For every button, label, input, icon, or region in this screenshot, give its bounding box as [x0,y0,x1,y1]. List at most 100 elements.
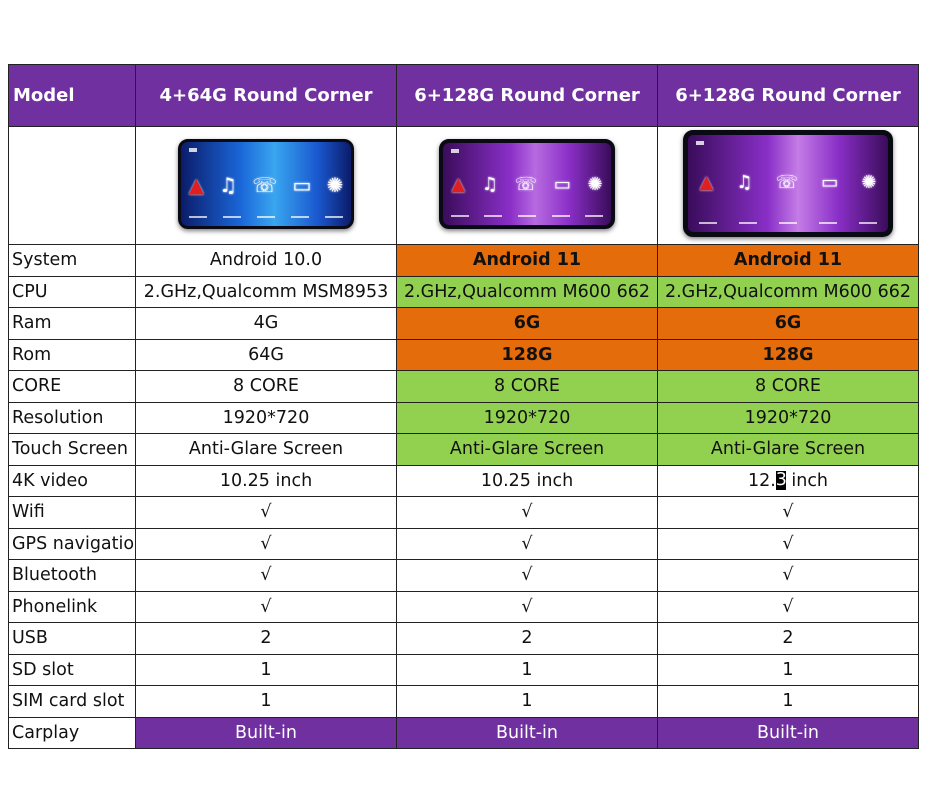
value-suffix: inch [785,470,829,491]
cell-value: 2.GHz,Qualcomm M600 662 [396,275,658,308]
cell-value: 1920*720 [135,401,397,434]
check-mark: √ [135,559,397,592]
cell-value: 2.GHz,Qualcomm MSM8953 [135,275,397,308]
check-mark: √ [657,590,919,623]
check-mark: √ [657,496,919,529]
status-bar-icon [189,147,197,152]
row-label: CORE [8,370,136,403]
cell-value: 1 [657,653,919,686]
text-cursor-highlight: 3 [775,470,787,491]
cell-value: 128G [657,338,919,371]
row-cpu: CPU 2.GHz,Qualcomm MSM8953 2.GHz,Qualcom… [8,275,919,308]
nav-arrow-icon: ▲ [451,173,466,195]
phone-icon: ☏ [514,173,538,195]
row-sim-slot: SIM card slot 1 1 1 [8,685,919,718]
row-wifi: Wifi √ √ √ [8,496,919,529]
cell-value: 1920*720 [657,401,919,434]
check-mark: √ [135,496,397,529]
cell-value: 2.GHz,Qualcomm M600 662 [657,275,919,308]
cell-value: 64G [135,338,397,371]
model-header-2: 6+128G Round Corner [396,64,658,127]
cell-value: Anti-Glare Screen [657,433,919,466]
check-mark: √ [657,559,919,592]
cell-value: 2 [657,622,919,655]
cell-value: 1920*720 [396,401,658,434]
row-label: SIM card slot [8,685,136,718]
row-bluetooth: Bluetooth √ √ √ [8,559,919,592]
nav-arrow-icon: ▲ [188,173,204,198]
header-row: Model 4+64G Round Corner 6+128G Round Co… [8,64,919,127]
row-gps: GPS navigatio √ √ √ [8,527,919,560]
row-label: SD slot [8,653,136,686]
row-label: Ram [8,307,136,340]
cell-value: Anti-Glare Screen [135,433,397,466]
row-label: Phonelink [8,590,136,623]
product-image-1-cell: ▲ ♫ ☏ ▭ ✺ [135,126,397,245]
row-usb: USB 2 2 2 [8,622,919,655]
check-mark: √ [396,496,658,529]
row-label: Touch Screen [8,433,136,466]
row-label: CPU [8,275,136,308]
row-label: Resolution [8,401,136,434]
image-row: ▲ ♫ ☏ ▭ ✺ ▲ ♫ ☏ ▭ ✺ [8,126,919,245]
cell-value: 2 [135,622,397,655]
cell-value: 128G [396,338,658,371]
cell-value: 1 [396,685,658,718]
cell-value: 12.3 inch [657,464,919,497]
music-icon: ♫ [736,171,753,193]
row-label: Bluetooth [8,559,136,592]
row-sd-slot: SD slot 1 1 1 [8,653,919,686]
row-label: Carplay [8,716,136,749]
phone-icon: ☏ [252,173,278,198]
model-header-1: 4+64G Round Corner [135,64,397,127]
cell-value: 1 [135,685,397,718]
cell-value: 4G [135,307,397,340]
cell-value: Built-in [135,716,397,749]
check-mark: √ [396,527,658,560]
model-header-3: 6+128G Round Corner [657,64,919,127]
row-ram: Ram 4G 6G 6G [8,307,919,340]
value-prefix: 12. [747,470,776,491]
check-mark: √ [135,590,397,623]
check-mark: √ [135,527,397,560]
nav-arrow-icon: ▲ [699,171,714,193]
cell-value: Android 11 [657,244,919,277]
cell-value: 1 [396,653,658,686]
product-image-3-cell: ▲ ♫ ☏ ▭ ✺ [657,126,919,245]
row-label: GPS navigatio [8,527,136,560]
gear-icon: ✺ [587,173,603,195]
status-bar-icon [451,148,459,153]
row-label: Wifi [8,496,136,529]
product-image-2: ▲ ♫ ☏ ▭ ✺ [439,138,615,229]
header-label: Model [8,64,136,127]
row-label: System [8,244,136,277]
row-4k-video: 4K video 10.25 inch 10.25 inch 12.3 inch [8,464,919,497]
cell-value: 1 [135,653,397,686]
cell-value: 8 CORE [135,370,397,403]
cell-value: Android 10.0 [135,244,397,277]
product-image-1: ▲ ♫ ☏ ▭ ✺ [178,138,354,229]
check-mark: √ [396,559,658,592]
row-touch-screen: Touch Screen Anti-Glare Screen Anti-Glar… [8,433,919,466]
row-system: System Android 10.0 Android 11 Android 1… [8,244,919,277]
cell-value: Built-in [657,716,919,749]
row-core: CORE 8 CORE 8 CORE 8 CORE [8,370,919,403]
phone-icon: ☏ [775,171,799,193]
cell-value: 10.25 inch [135,464,397,497]
row-label: USB [8,622,136,655]
cell-value: 10.25 inch [396,464,658,497]
cell-value: 6G [396,307,658,340]
row-phonelink: Phonelink √ √ √ [8,590,919,623]
product-image-3: ▲ ♫ ☏ ▭ ✺ [683,130,893,237]
row-carplay: Carplay Built-in Built-in Built-in [8,716,919,749]
car-icon: ▭ [553,173,571,195]
cell-value: 8 CORE [657,370,919,403]
row-label: Rom [8,338,136,371]
music-icon: ♫ [219,173,238,198]
check-mark: √ [657,527,919,560]
row-resolution: Resolution 1920*720 1920*720 1920*720 [8,401,919,434]
music-icon: ♫ [481,173,498,195]
check-mark: √ [396,590,658,623]
cell-value: Built-in [396,716,658,749]
cell-value: 2 [396,622,658,655]
